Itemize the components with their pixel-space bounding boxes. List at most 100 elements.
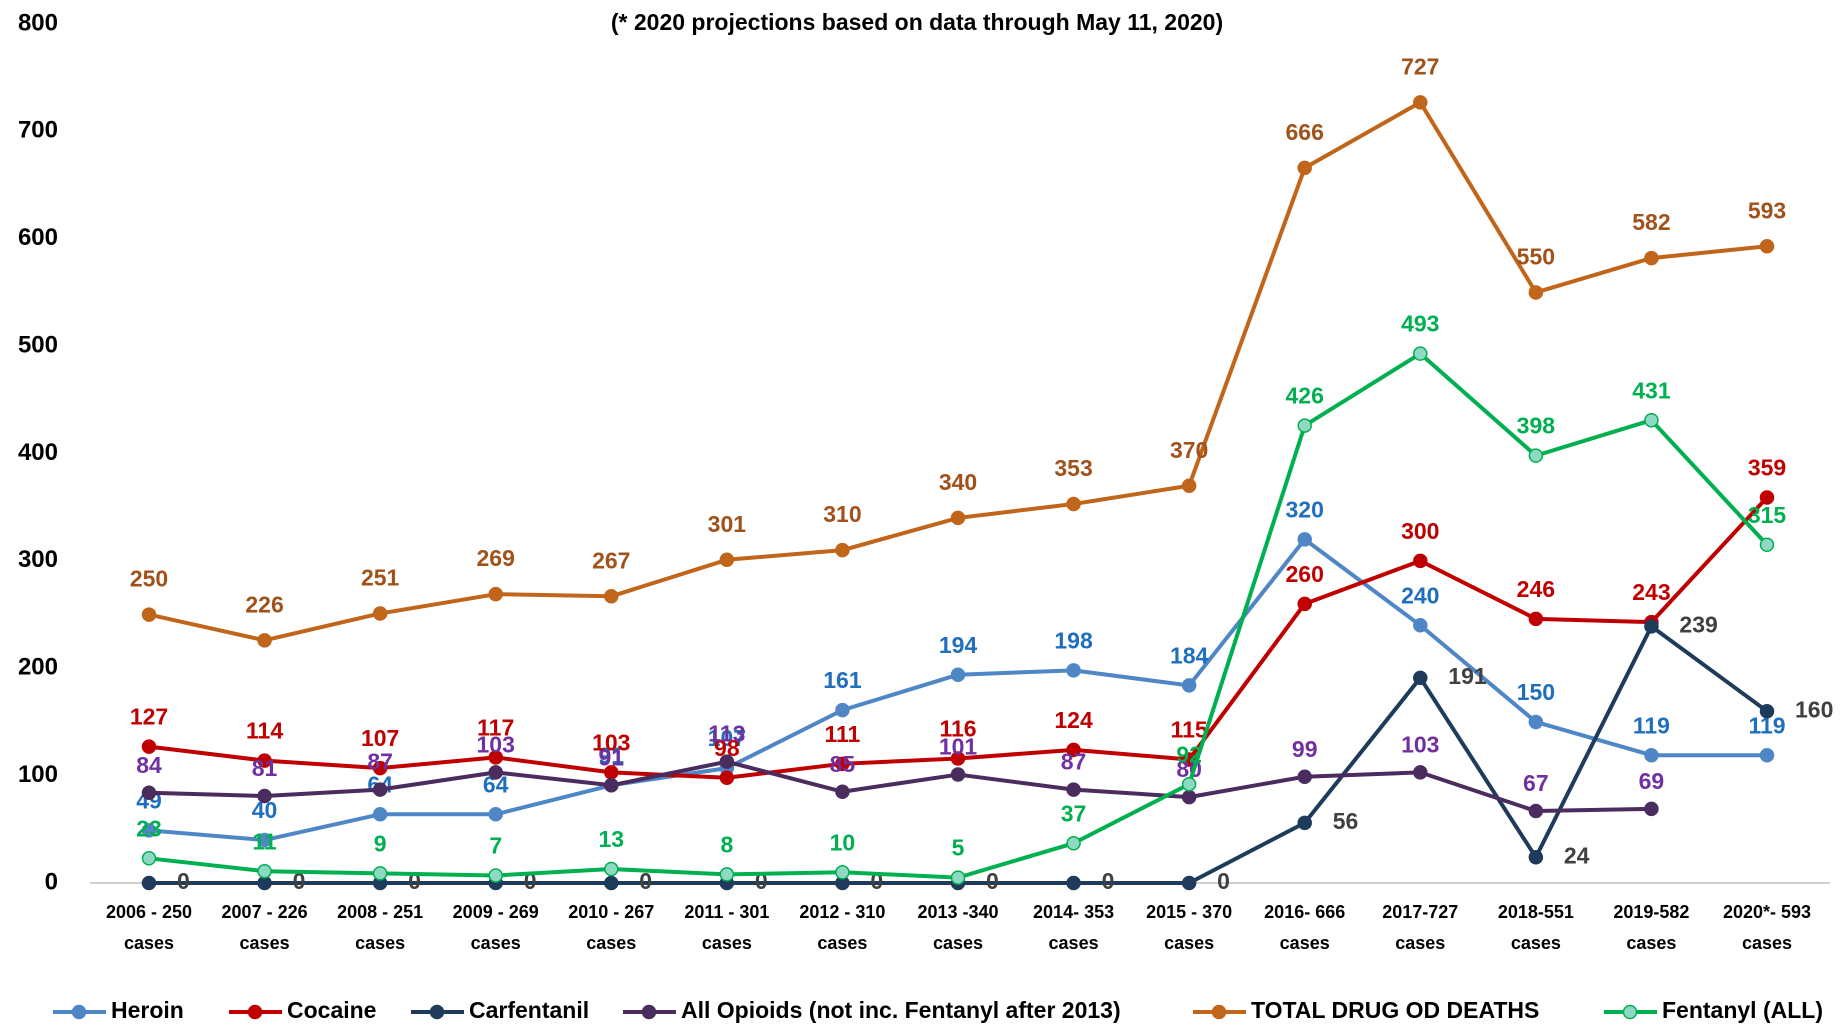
x-tick-label: 2015 - 370 cases [1146,902,1232,953]
data-point [719,552,735,568]
data-point [835,865,850,880]
data-point [141,607,157,622]
data-point [141,851,157,866]
y-tick-label: 400 [18,439,58,466]
data-label: 593 [1748,197,1786,223]
legend-marker [1622,1004,1638,1020]
data-point [1297,596,1312,612]
x-tick-label: 2010 - 267 cases [568,902,654,953]
data-point [1644,747,1659,763]
data-label: 113 [708,721,745,747]
legend-label: TOTAL DRUG OD DEATHS [1251,997,1539,1023]
data-label: 250 [130,566,168,592]
data-label: 340 [939,469,977,495]
data-label: 99 [1292,736,1318,762]
data-point [1297,418,1312,433]
data-point [719,770,735,786]
legend-label: Cocaine [287,997,376,1023]
data-point [1644,619,1659,634]
data-label: 9 [374,830,387,856]
legend-label: Heroin [111,997,184,1023]
data-point [1644,250,1659,266]
data-point [257,875,272,891]
data-label: 310 [823,501,861,527]
data-point [950,870,966,885]
data-point [1297,815,1312,831]
data-point [1759,703,1775,719]
data-point [1181,678,1197,693]
data-label: 160 [1795,696,1833,722]
chart-title: (* 2020 projections based on data throug… [611,9,1223,35]
data-label: 91 [598,744,624,770]
data-label: 582 [1632,209,1670,235]
data-label: 320 [1286,496,1324,522]
y-tick-label: 600 [18,224,58,251]
data-label: 431 [1632,377,1671,403]
data-label: 103 [592,729,630,755]
data-label: 493 [1401,311,1439,337]
data-point [488,750,503,765]
data-label: 301 [708,511,747,537]
data-label: 359 [1748,455,1786,481]
data-point [604,778,619,793]
data-label: 114 [246,718,283,744]
x-tick-label: 2016- 666 cases [1264,902,1345,953]
data-label: 101 [939,734,978,760]
data-point [141,875,157,891]
data-point [1528,285,1544,300]
data-label: 91 [598,742,624,768]
data-point [1528,714,1544,730]
data-point [1297,769,1312,784]
data-point [1528,803,1544,819]
data-point [1759,537,1775,553]
y-tick-label: 200 [18,654,58,681]
data-label: 370 [1170,437,1208,463]
data-point [1066,836,1081,851]
legend-label: Fentanyl (ALL) [1662,997,1823,1023]
data-label: 0 [293,868,306,894]
data-label: 127 [130,704,168,730]
data-point [604,861,619,877]
y-tick-label: 500 [18,331,58,358]
data-point [1528,448,1544,463]
data-label: 23 [136,815,162,841]
data-label: 300 [1401,518,1439,544]
data-point [1644,801,1659,817]
data-point [719,754,735,769]
data-point [488,868,503,883]
y-tick-label: 300 [18,546,58,573]
data-point [1181,789,1197,805]
data-label: 69 [1639,768,1665,794]
data-label: 0 [177,868,190,894]
data-point [1759,239,1775,254]
data-label: 67 [1523,770,1549,796]
data-label: 87 [367,749,393,775]
data-point [1066,663,1081,678]
data-point [1066,496,1081,512]
data-label: 10 [830,829,856,855]
x-tick-label: 2018-551 cases [1498,902,1574,953]
data-point [257,863,272,879]
legend-marker [71,1004,87,1020]
series-line [148,759,1652,814]
data-label: 0 [639,868,652,894]
legend-marker [247,1004,263,1020]
x-tick-label: 2009 - 269 cases [453,902,539,953]
data-point [719,867,735,882]
data-point [950,767,966,782]
data-label: 124 [1054,707,1093,733]
data-point [950,667,966,682]
data-label: 727 [1401,53,1439,79]
data-point [1413,618,1428,633]
data-point [1413,670,1428,686]
data-label: 267 [592,547,630,573]
data-point [257,753,272,768]
data-label: 87 [1061,749,1087,775]
data-label: 81 [252,755,278,781]
data-label: 353 [1054,455,1092,481]
data-point [372,807,388,822]
data-label: 315 [1748,502,1787,528]
series-line [148,100,1768,643]
data-point [141,739,157,754]
